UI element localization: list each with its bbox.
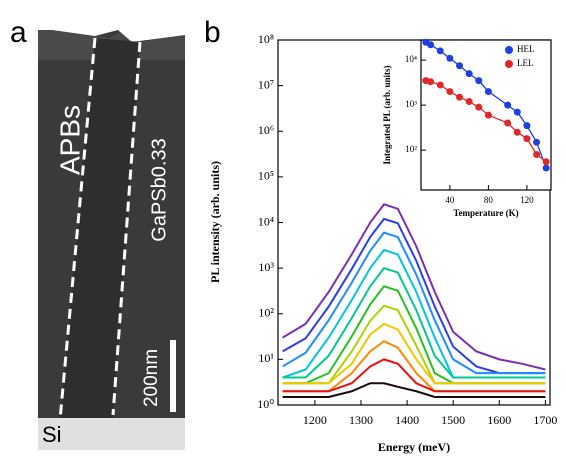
x-tick-label: 1300 [349, 413, 373, 427]
legend-marker [505, 60, 513, 68]
y-tick-label: 10² [258, 306, 274, 320]
data-point [427, 78, 435, 86]
data-point [456, 93, 464, 101]
surface-edge [38, 28, 185, 42]
y-tick-label: 10⁴ [405, 54, 417, 64]
data-point [484, 111, 492, 119]
x-tick-label: 120 [520, 195, 534, 205]
data-point [446, 54, 454, 62]
y-tick-label: 10⁶ [258, 123, 274, 137]
x-tick-label: 40 [445, 195, 455, 205]
y-tick-label: 10⁰ [257, 397, 274, 411]
legend-label: HEL [517, 44, 535, 54]
data-point [465, 70, 473, 78]
series-line [282, 266, 546, 379]
series-line [282, 322, 546, 385]
data-point [513, 128, 521, 136]
label-material: GaPSb0.33 [148, 138, 170, 241]
panel-label: b [204, 16, 221, 49]
apb-line [111, 41, 142, 416]
data-point [446, 88, 454, 96]
x-tick-label: 1600 [487, 413, 511, 427]
data-point [427, 41, 435, 49]
plot-frame [420, 39, 552, 191]
x-tick-label: 1500 [441, 413, 465, 427]
data-point [504, 101, 512, 109]
data-point [542, 158, 550, 166]
legend-marker [505, 46, 513, 54]
domain [60, 38, 140, 420]
x-tick-label: 1200 [303, 413, 327, 427]
y-tick-label: 10² [405, 144, 417, 154]
y-tick-label: 10⁴ [258, 214, 274, 228]
series-line [282, 358, 546, 393]
background [38, 0, 185, 30]
x-axis-label: Energy (meV) [378, 440, 450, 454]
data-point [475, 77, 483, 85]
data-point [465, 98, 473, 106]
series-line [282, 203, 546, 371]
y-tick-label: 10⁸ [258, 32, 274, 46]
x-tick-label: 80 [484, 195, 494, 205]
y-tick-label: 10⁷ [258, 77, 274, 91]
si-substrate [38, 418, 185, 450]
series-line [282, 217, 546, 375]
data-point [523, 122, 531, 130]
data-point [436, 81, 444, 89]
micrograph: APBs GaPSb0.33 200nm Si [38, 0, 185, 450]
legend-label: LEL [517, 58, 534, 68]
label-apbs: APBs [54, 105, 85, 175]
series-line [282, 382, 546, 398]
data-point [484, 88, 492, 96]
y-tick-label: 10³ [405, 99, 417, 109]
y-tick-label: 10⁵ [258, 169, 274, 183]
data-point [475, 103, 483, 111]
y-axis-label: PL intensity (arb. units) [208, 161, 222, 283]
x-tick-label: 1400 [395, 413, 419, 427]
x-tick-label: 1700 [533, 413, 557, 427]
data-point [504, 119, 512, 127]
y-tick-label: 10¹ [258, 351, 274, 365]
label-si: Si [42, 422, 62, 447]
series-line [282, 231, 546, 375]
scale-label: 200nm [141, 349, 162, 407]
data-point [533, 138, 541, 146]
panel-label: a [10, 16, 27, 49]
data-point [513, 108, 521, 116]
y-tick-label: 10³ [258, 260, 274, 274]
data-point [533, 150, 541, 158]
data-point [542, 164, 550, 172]
x-axis-label: Temperature (K) [453, 208, 518, 218]
data-point [523, 135, 531, 143]
scale-bar [170, 340, 176, 412]
y-axis-label: Integrated PL (arb. units) [382, 65, 392, 164]
data-point [436, 47, 444, 55]
data-point [456, 62, 464, 70]
